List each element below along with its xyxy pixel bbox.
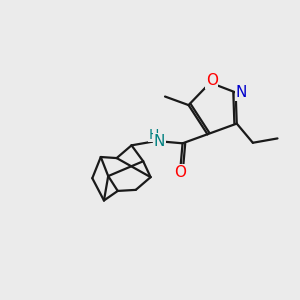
Text: O: O [206,73,218,88]
Text: O: O [175,165,187,180]
Text: N: N [153,134,165,149]
Text: N: N [235,85,247,100]
Text: H: H [148,128,159,142]
